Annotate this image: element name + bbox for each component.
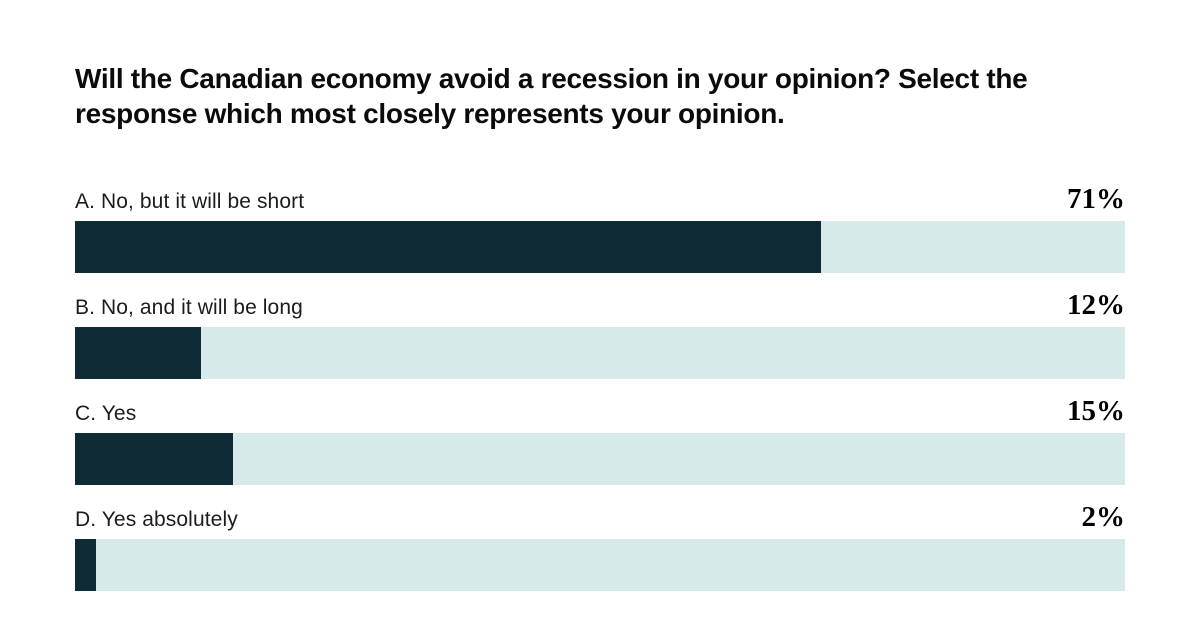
option-percent-value: 2% — [1081, 501, 1126, 533]
chart-content: Will the Canadian economy avoid a recess… — [75, 0, 1125, 591]
option-label: A. No, but it will be short — [75, 190, 305, 213]
bar-track — [75, 539, 1125, 591]
option-percent-value: 15% — [1067, 395, 1125, 427]
chart-row: B. No, and it will be long 12% — [75, 291, 1125, 379]
bar-track — [75, 327, 1125, 379]
option-label: C. Yes — [75, 402, 137, 425]
option-label: B. No, and it will be long — [75, 296, 303, 319]
option-percent-value: 71% — [1067, 183, 1125, 215]
bar-fill — [75, 327, 201, 379]
chart-row: C. Yes 15% — [75, 397, 1125, 485]
row-label-line: A. No, but it will be short 71% — [75, 185, 1125, 214]
bar-track — [75, 221, 1125, 273]
bar-fill — [75, 433, 233, 485]
option-percent-value: 12% — [1067, 289, 1125, 321]
chart-row: D. Yes absolutely 2% — [75, 503, 1125, 591]
bar-fill — [75, 221, 821, 273]
chart-row: A. No, but it will be short 71% — [75, 185, 1125, 273]
row-label-line: C. Yes 15% — [75, 397, 1125, 426]
row-label-line: B. No, and it will be long 12% — [75, 291, 1125, 320]
poll-question-title: Will the Canadian economy avoid a recess… — [75, 63, 1028, 129]
bar-fill — [75, 539, 96, 591]
bar-rows: A. No, but it will be short 71% B. No, a… — [75, 185, 1125, 591]
option-label: D. Yes absolutely — [75, 508, 238, 531]
bar-track — [75, 433, 1125, 485]
row-label-line: D. Yes absolutely 2% — [75, 503, 1125, 532]
